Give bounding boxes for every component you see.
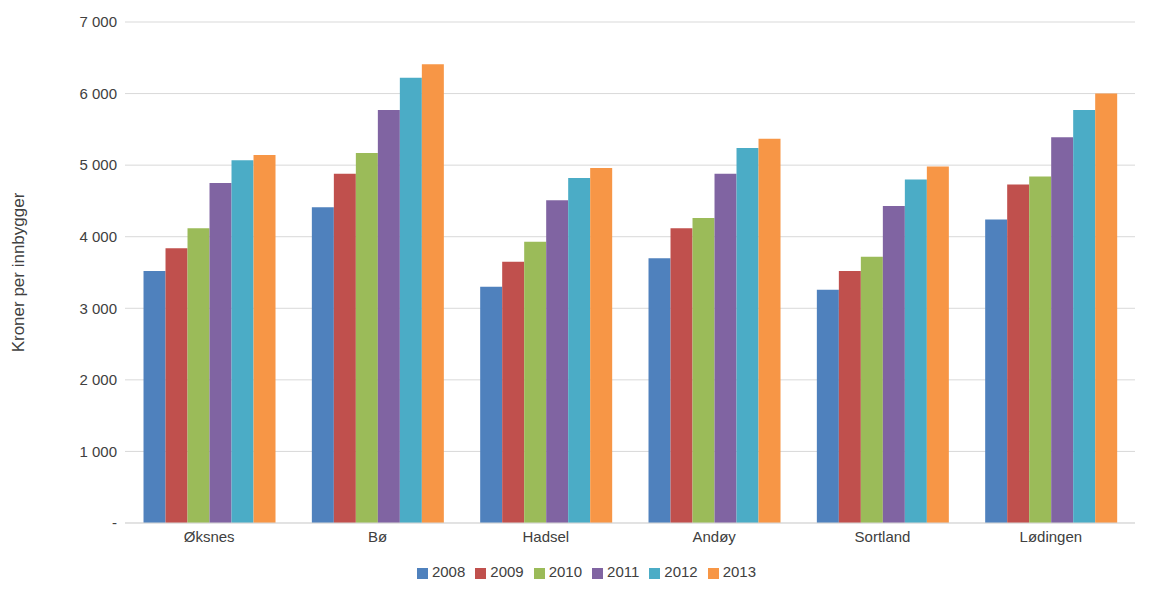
svg-text:Øksnes: Øksnes [184, 528, 235, 545]
svg-text:3 000: 3 000 [79, 300, 117, 317]
svg-text:4 000: 4 000 [79, 228, 117, 245]
svg-text:5 000: 5 000 [79, 156, 117, 173]
svg-text:Kroner per innbygger: Kroner per innbygger [9, 192, 28, 352]
svg-text:1 000: 1 000 [79, 443, 117, 460]
html-text:2011: 2011 [607, 563, 640, 580]
html-text:2008: 2008 [431, 563, 466, 580]
html-text:2012: 2012 [664, 563, 698, 580]
svg-text:Bø: Bø [368, 528, 387, 545]
svg-text:Andøy: Andøy [692, 528, 736, 545]
svg-text:Sortland: Sortland [855, 528, 911, 545]
svg-text:2 000: 2 000 [79, 371, 117, 388]
svg-text:Hadsel: Hadsel [522, 528, 569, 545]
html-text:2010: 2010 [548, 563, 582, 580]
svg-text:-: - [112, 514, 117, 531]
svg-text:Lødingen: Lødingen [1020, 528, 1083, 545]
html-text:2009: 2009 [490, 563, 524, 580]
svg-text:6 000: 6 000 [79, 85, 117, 102]
svg-text:7 000: 7 000 [79, 13, 117, 30]
html-text:2013: 2013 [722, 563, 757, 580]
